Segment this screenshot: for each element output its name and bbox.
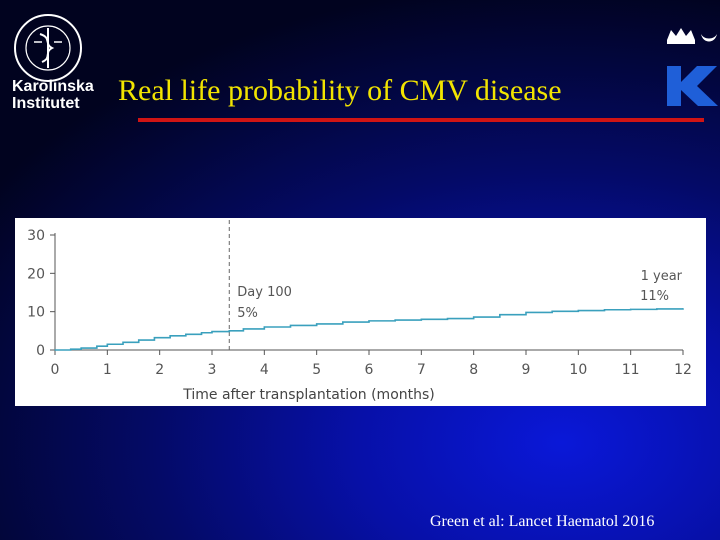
curve-point — [54, 349, 56, 351]
x-tick-label: 0 — [51, 362, 60, 378]
curve-point — [70, 348, 72, 350]
incidence-curve-series-0 — [55, 308, 684, 351]
curve-point — [242, 328, 244, 330]
curve-point — [446, 317, 449, 320]
curve-point — [263, 326, 265, 328]
curve-point — [394, 319, 396, 321]
x-tick-label: 4 — [260, 362, 269, 378]
institution-line2: Institutet — [12, 95, 80, 112]
one-year-value: 11% — [640, 289, 669, 304]
curve-point — [603, 309, 606, 311]
x-axis-title: Time after transplantation (months) — [182, 387, 435, 403]
day-100-value: 5% — [237, 306, 258, 321]
chart-annotations: Day 100 5% 1 year 11% — [237, 269, 682, 321]
curve-point — [577, 309, 579, 312]
y-tick-label: 20 — [27, 266, 45, 282]
x-tick-label: 3 — [208, 362, 217, 378]
curve-point — [316, 323, 318, 325]
x-tick-label: 7 — [417, 362, 426, 378]
day-100-label: Day 100 — [237, 285, 292, 300]
curve-point — [211, 331, 213, 333]
curve-point — [420, 318, 422, 320]
curve-point — [80, 347, 82, 349]
curve-point — [368, 320, 370, 322]
curve-point — [630, 308, 632, 310]
x-tick-label: 11 — [622, 362, 640, 378]
x-tick-label: 8 — [469, 362, 478, 378]
one-year-label: 1 year — [641, 269, 683, 284]
curve-point — [656, 308, 658, 310]
curve-point — [169, 335, 171, 337]
curve-point — [342, 321, 344, 323]
curve-point — [200, 332, 203, 334]
chart-marks — [54, 220, 684, 351]
title-underline — [138, 118, 704, 122]
curve-point — [106, 343, 108, 345]
institution-line1: Karolinska — [12, 78, 94, 95]
curve-point — [122, 341, 124, 343]
x-tick-label: 5 — [312, 362, 321, 378]
curve-point — [473, 316, 475, 318]
x-tick-label: 12 — [674, 362, 692, 378]
x-tick-label: 10 — [569, 362, 587, 378]
curve-point — [138, 339, 140, 341]
curve-point — [289, 324, 292, 327]
curve-point — [499, 314, 501, 316]
curve-point — [228, 330, 230, 332]
chart-panel: 0 1 2 3 4 5 6 7 8 9 10 11 12 0 10 20 30 Time after transp… — [15, 218, 706, 406]
x-tick-label: 1 — [103, 362, 112, 378]
x-tick-label: 2 — [155, 362, 164, 378]
slide-title: Real life probability of CMV disease — [118, 74, 562, 107]
y-tick-label: 30 — [27, 228, 45, 244]
institution-name: Karolinska Institutet — [12, 78, 94, 112]
x-tick-label: 6 — [365, 362, 374, 378]
y-tick-label: 0 — [36, 343, 45, 359]
x-tick-label: 9 — [522, 362, 531, 378]
curve-point — [185, 333, 187, 335]
curve-point — [96, 345, 98, 347]
curve-point — [551, 310, 553, 312]
y-tick-label: 10 — [27, 305, 45, 321]
citation: Green et al: Lancet Haematol 2016 — [430, 513, 655, 530]
karolinska-seal-icon — [14, 14, 82, 82]
curve-point — [525, 311, 527, 314]
curve-point — [153, 337, 156, 339]
curve-point — [682, 308, 684, 310]
k-crown-logo-icon — [667, 28, 718, 106]
